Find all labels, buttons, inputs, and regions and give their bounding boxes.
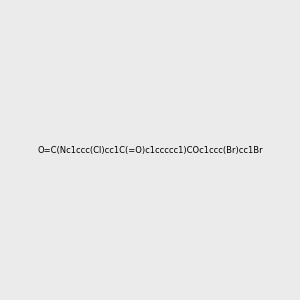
Text: O=C(Nc1ccc(Cl)cc1C(=O)c1ccccc1)COc1ccc(Br)cc1Br: O=C(Nc1ccc(Cl)cc1C(=O)c1ccccc1)COc1ccc(B…: [37, 146, 263, 154]
